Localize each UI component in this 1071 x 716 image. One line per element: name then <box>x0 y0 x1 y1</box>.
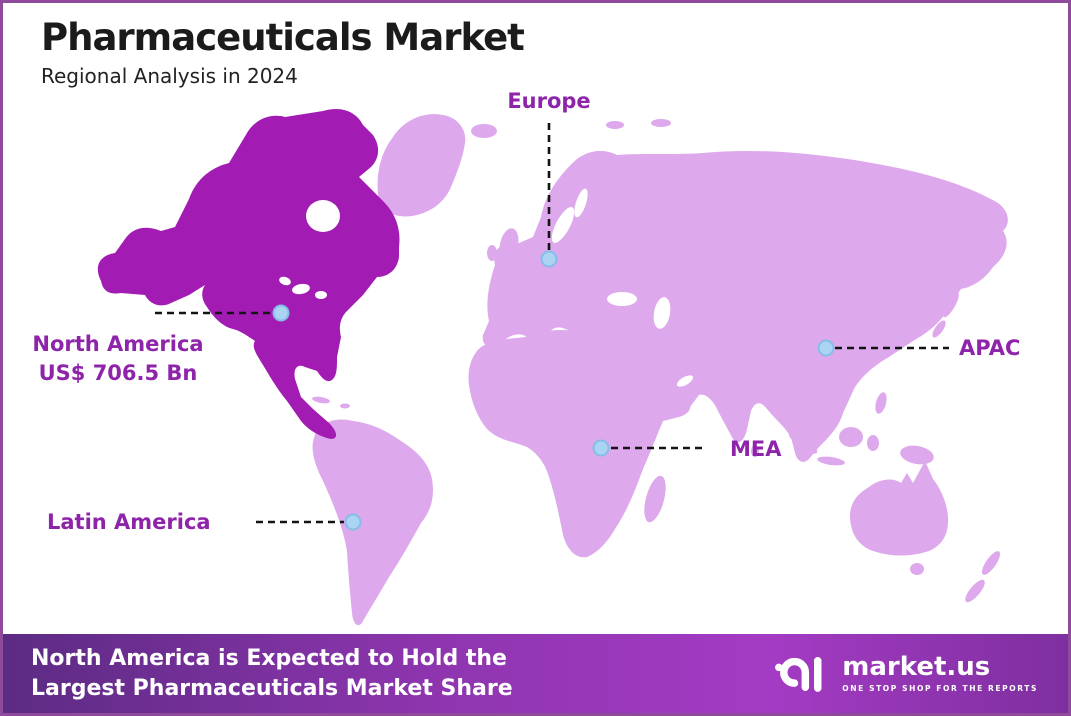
footer-headline-line2: Largest Pharmaceuticals Market Share <box>31 675 513 701</box>
north-america-label-text: North America <box>32 332 204 356</box>
gulf-of-bothnia <box>574 188 588 218</box>
hispaniola-shape <box>340 403 350 409</box>
north-america-value: US$ 706.5 Bn <box>38 361 198 386</box>
brand-tagline: ONE STOP SHOP FOR THE REPORTS <box>842 684 1038 693</box>
sulawesi-shape <box>867 435 879 451</box>
brand-text: market.us ONE STOP SHOP FOR THE REPORTS <box>842 654 1038 693</box>
north-america-shape <box>97 108 400 439</box>
sumatra-shape <box>788 432 818 454</box>
page-subtitle: Regional Analysis in 2024 <box>41 63 298 88</box>
eurasia-shape <box>482 150 1008 462</box>
market-us-logo-icon <box>775 656 822 692</box>
great-lake-1 <box>292 283 310 295</box>
java-shape <box>817 456 845 466</box>
japan-shape <box>943 292 959 318</box>
greenland-shape <box>377 114 466 217</box>
australia-shape <box>849 461 949 556</box>
footer-headline-line1: North America is Expected to Hold the <box>31 645 507 671</box>
new-guinea-shape <box>900 445 934 465</box>
tasmania-shape <box>910 563 924 575</box>
great-lake-2 <box>315 291 327 299</box>
new-zealand-north-shape <box>981 551 1001 575</box>
madagascar-shape <box>644 475 666 523</box>
apac-label: APAC <box>959 336 1021 360</box>
ireland-shape <box>487 245 497 261</box>
africa-shape <box>468 330 691 558</box>
page-title: Pharmaceuticals Market <box>41 16 525 59</box>
cuba-shape <box>312 396 330 404</box>
europe-marker <box>540 250 558 268</box>
mea-label: MEA <box>730 437 782 461</box>
baltic-sea <box>551 207 575 243</box>
red-sea <box>640 362 662 392</box>
footer-headline: North America is Expected to Hold the La… <box>31 644 513 703</box>
apac-marker <box>817 339 835 357</box>
latin-america-marker <box>344 513 362 531</box>
brand-name: market.us <box>842 652 991 682</box>
latin-america-label: Latin America <box>47 510 211 534</box>
south-america-shape <box>312 419 433 626</box>
mea-marker <box>592 439 610 457</box>
philippines-shape <box>875 392 887 414</box>
footer-banner: North America is Expected to Hold the La… <box>3 634 1068 713</box>
new-zealand-south-shape <box>965 579 985 603</box>
europe-label: Europe <box>507 89 591 113</box>
great-lake-3 <box>279 276 291 286</box>
north-america-label: North America US$ 706.5 Bn <box>17 330 219 389</box>
arctic-island-shape <box>651 119 671 127</box>
borneo-shape <box>839 427 863 447</box>
header: Pharmaceuticals Market Regional Analysis… <box>41 16 525 88</box>
svalbard-shape <box>606 121 624 129</box>
black-sea <box>607 292 637 306</box>
north-america-marker <box>272 304 290 322</box>
great-britain-shape <box>499 228 519 262</box>
caspian-sea <box>653 297 671 329</box>
hudson-bay <box>306 200 340 232</box>
persian-gulf <box>676 375 694 387</box>
brand-logo: market.us ONE STOP SHOP FOR THE REPORTS <box>773 648 1038 700</box>
japan-south-shape <box>932 320 946 338</box>
iceland-shape <box>471 124 497 138</box>
